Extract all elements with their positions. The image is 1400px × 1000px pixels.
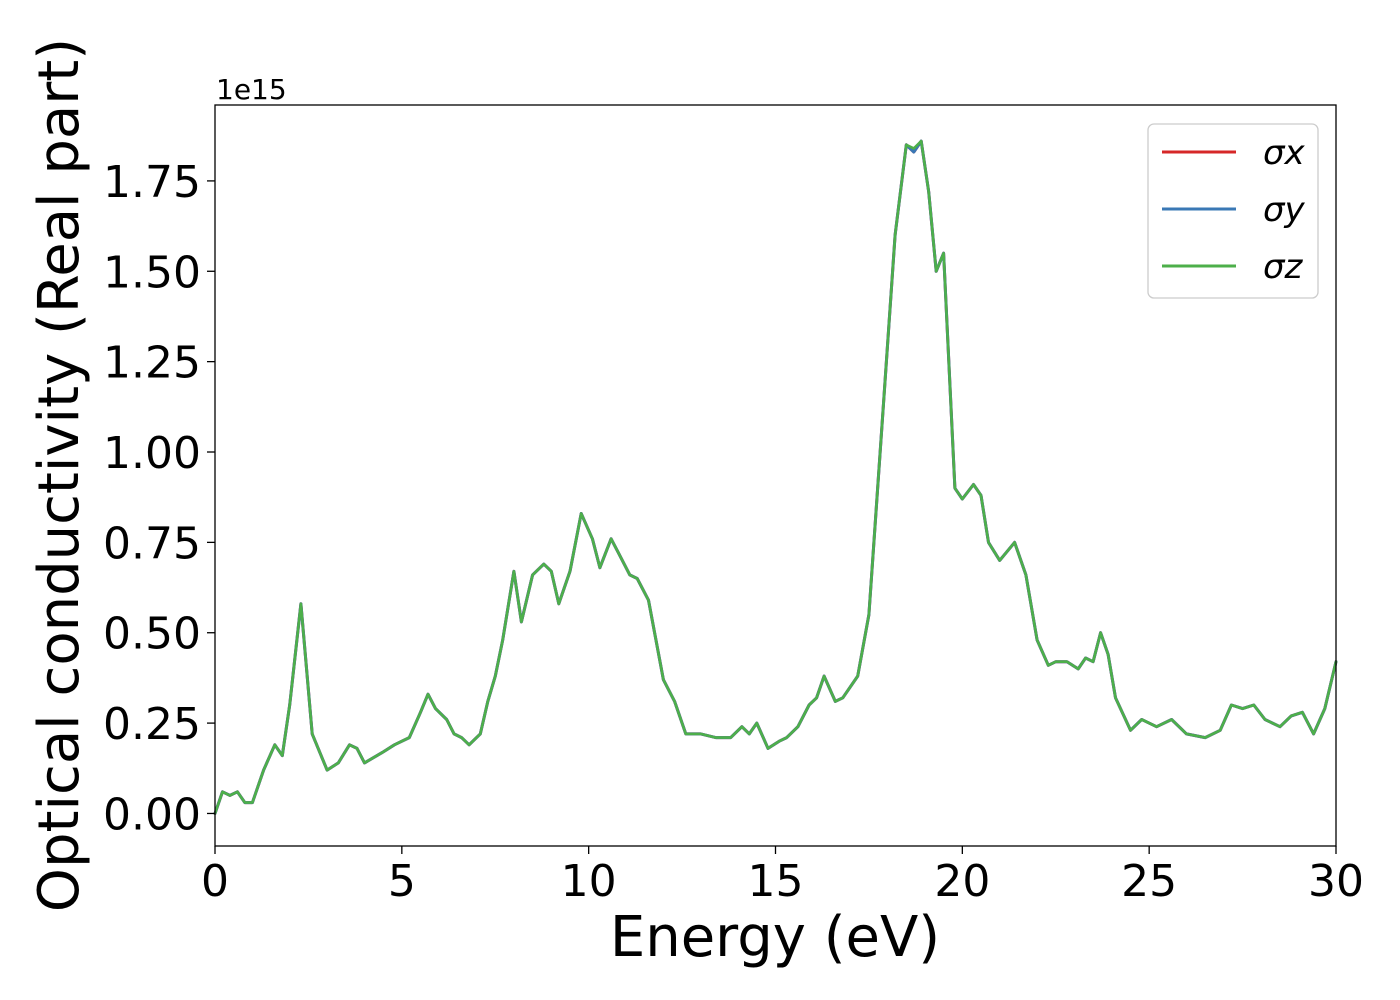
x-tick-label: 15	[748, 856, 804, 907]
y-tick-label: 1.75	[103, 157, 201, 208]
series-layer	[213, 139, 1338, 815]
y-tick-label: 1.00	[103, 428, 201, 479]
y-tick-label: 0.25	[103, 699, 201, 750]
x-axis-ticks: 0 5 10 15 20 25 30	[201, 846, 1364, 907]
y-tick-label: 0.00	[103, 789, 201, 840]
y-axis-label: Optical conductivity (Real part)	[27, 38, 92, 912]
y-tick-label: 1.50	[103, 247, 201, 298]
x-axis-label: Energy (eV)	[610, 905, 940, 970]
y-axis-ticks: 0.00 0.25 0.50 0.75 1.00 1.25 1.50 1.75	[103, 157, 215, 840]
legend-box	[1147, 123, 1319, 299]
y-tick-label: 0.75	[103, 518, 201, 569]
legend: σx σy σz	[1147, 123, 1319, 299]
legend-label-sigma-z: σz	[1263, 247, 1304, 287]
x-tick-label: 0	[201, 856, 229, 907]
x-tick-label: 25	[1121, 856, 1177, 907]
x-tick-label: 5	[388, 856, 416, 907]
y-tick-label: 0.50	[103, 609, 201, 660]
legend-label-sigma-x: σx	[1263, 133, 1306, 173]
legend-label-sigma-y: σy	[1263, 190, 1306, 230]
x-tick-label: 30	[1308, 856, 1364, 907]
x-tick-label: 10	[561, 856, 617, 907]
x-tick-label: 20	[934, 856, 990, 907]
y-axis-offset-label: 1e15	[216, 73, 287, 106]
series-line-sigma-z	[213, 139, 1338, 815]
y-tick-label: 1.25	[103, 338, 201, 389]
